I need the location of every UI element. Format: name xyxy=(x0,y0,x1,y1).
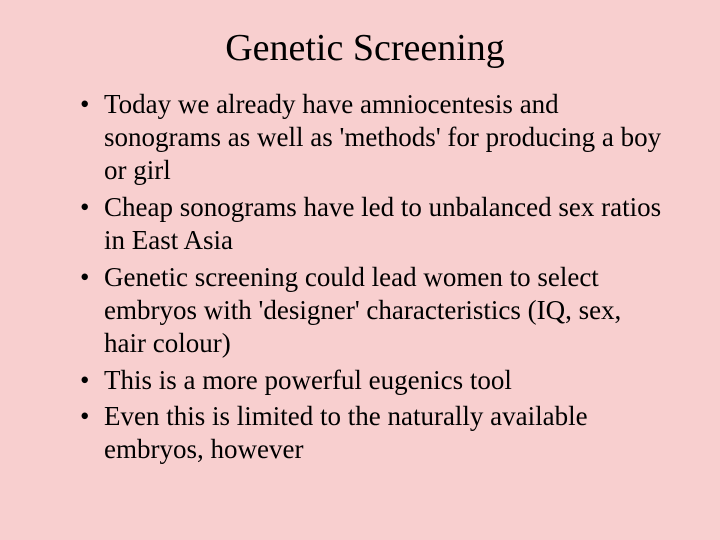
bullet-item: This is a more powerful eugenics tool xyxy=(80,364,670,397)
bullet-item: Even this is limited to the naturally av… xyxy=(80,400,670,466)
bullet-item: Cheap sonograms have led to unbalanced s… xyxy=(80,191,670,257)
slide-title: Genetic Screening xyxy=(60,26,670,70)
bullet-item: Today we already have amniocentesis and … xyxy=(80,88,670,187)
bullet-item: Genetic screening could lead women to se… xyxy=(80,261,670,360)
bullet-list: Today we already have amniocentesis and … xyxy=(60,88,670,466)
slide-container: Genetic Screening Today we already have … xyxy=(0,0,720,540)
